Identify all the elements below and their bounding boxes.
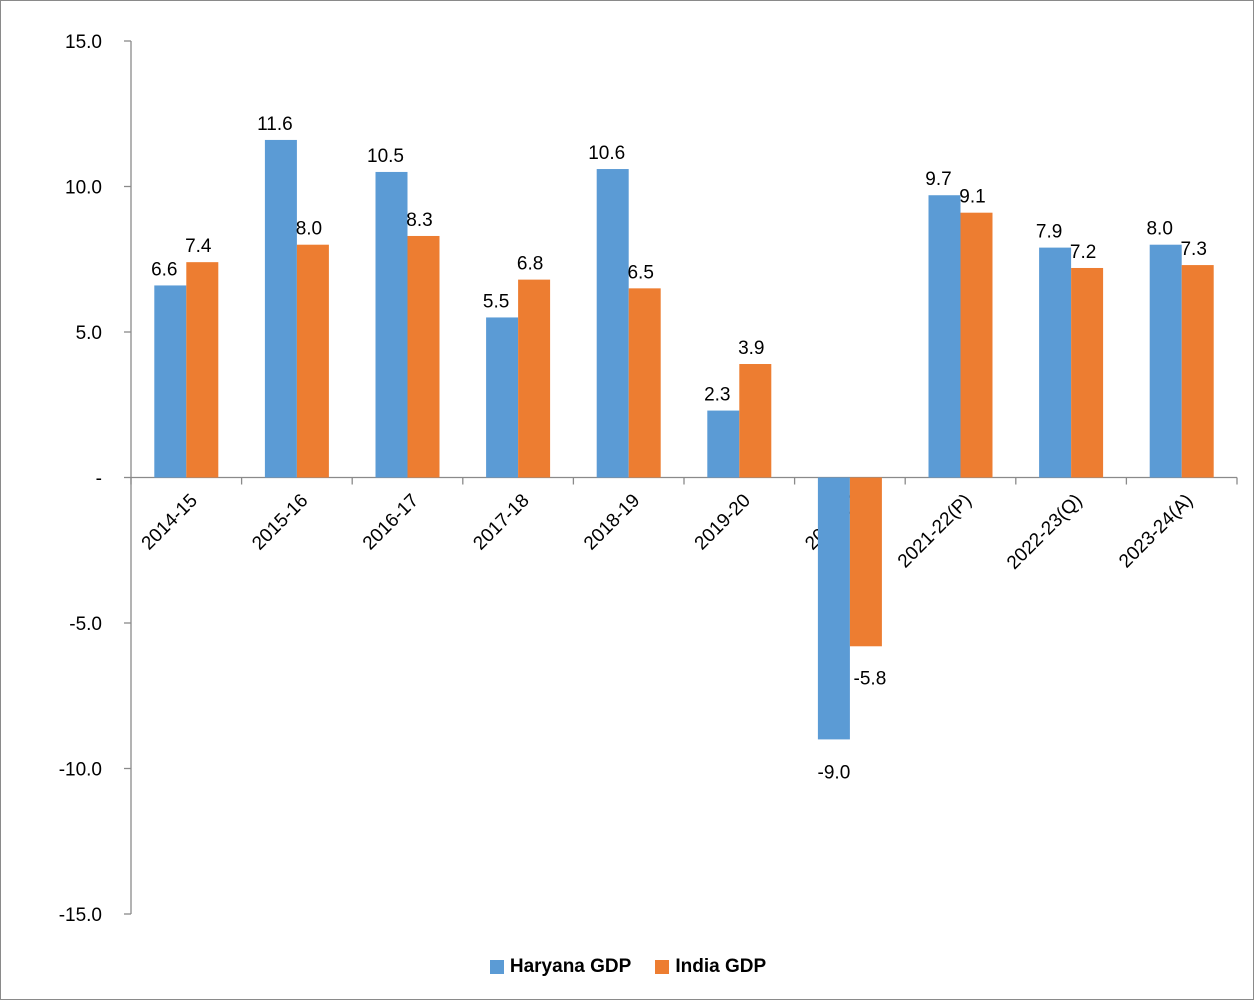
bar-haryana xyxy=(486,317,519,478)
legend: Haryana GDP India GDP xyxy=(1,956,1254,978)
y-tick-label: 5.0 xyxy=(76,323,102,344)
data-label-haryana: 6.6 xyxy=(151,259,177,280)
bar-haryana xyxy=(154,285,187,478)
data-label-haryana: 10.5 xyxy=(367,146,404,167)
y-tick-label: -10.0 xyxy=(59,760,102,781)
y-tick-label: - xyxy=(96,469,102,490)
bar-india xyxy=(1181,265,1214,478)
data-label-india: 7.2 xyxy=(1070,242,1096,263)
x-category-label: 2022-23(Q) xyxy=(1003,490,1087,574)
bar-india xyxy=(296,244,329,478)
bars xyxy=(154,139,1214,740)
bar-india xyxy=(186,262,219,478)
bar-haryana xyxy=(707,410,740,478)
x-category-label: 2016-17 xyxy=(359,490,423,554)
data-label-india: 3.9 xyxy=(738,338,764,359)
data-label-haryana: 11.6 xyxy=(257,114,293,135)
legend-label-india: India GDP xyxy=(675,956,767,977)
data-labels: 6.6 11.6 10.5 5.5 10.6 2.3 -9.0 9.7 7.9 8.0 7.4 8.0… xyxy=(151,114,1207,783)
data-label-haryana: 7.9 xyxy=(1036,222,1062,243)
bar-haryana xyxy=(264,139,297,478)
data-label-india: 6.8 xyxy=(517,254,543,275)
x-category-label: 2019-20 xyxy=(691,490,755,554)
bar-india xyxy=(1071,267,1104,478)
bar-india xyxy=(739,364,772,478)
data-label-haryana: 9.7 xyxy=(925,169,951,190)
data-label-india: -5.8 xyxy=(854,668,887,689)
x-category-label: 2015-16 xyxy=(248,490,312,554)
legend-label-haryana: Haryana GDP xyxy=(509,956,632,977)
bar-haryana xyxy=(375,171,408,478)
bar-india xyxy=(628,288,661,478)
data-label-india: 6.5 xyxy=(627,262,653,283)
bar-india xyxy=(849,477,882,647)
x-category-label: 2018-19 xyxy=(580,490,644,554)
axes: 15.0 10.0 5.0 - -5.0 -10.0 -15.0 2014-15 2015-16… xyxy=(59,32,1238,926)
data-label-india: 7.3 xyxy=(1180,239,1206,260)
data-label-haryana: 5.5 xyxy=(483,291,509,312)
x-category-label: 2017-18 xyxy=(469,490,533,554)
data-label-haryana: -9.0 xyxy=(818,762,851,783)
data-label-india: 9.1 xyxy=(959,187,985,208)
x-category-label: 2014-15 xyxy=(138,490,202,554)
y-tick-label: 10.0 xyxy=(65,178,102,199)
legend-item-haryana: Haryana GDP xyxy=(489,956,632,978)
bar-haryana xyxy=(817,477,850,740)
data-label-india: 7.4 xyxy=(185,236,212,257)
bar-haryana xyxy=(1149,244,1182,478)
bar-india xyxy=(960,212,993,478)
bar-haryana xyxy=(928,195,961,478)
bar-haryana xyxy=(596,169,629,478)
data-label-haryana: 2.3 xyxy=(704,385,730,406)
legend-swatch-haryana xyxy=(489,960,504,974)
data-label-india: 8.0 xyxy=(296,219,322,240)
bar-india xyxy=(407,235,440,478)
legend-item-india: India GDP xyxy=(655,956,766,978)
x-category-label: 2021-22(P) xyxy=(894,490,976,572)
y-tick-label: -5.0 xyxy=(69,614,102,635)
bar-haryana xyxy=(1039,247,1072,478)
legend-swatch-india xyxy=(655,960,670,974)
data-label-haryana: 8.0 xyxy=(1146,219,1172,240)
x-category-label: 2023-24(A) xyxy=(1115,490,1197,572)
bar-india xyxy=(518,279,551,478)
data-label-haryana: 10.6 xyxy=(588,143,625,164)
y-tick-label: 15.0 xyxy=(65,32,102,53)
y-tick-label: -15.0 xyxy=(59,905,102,926)
data-label-india: 8.3 xyxy=(406,210,432,231)
